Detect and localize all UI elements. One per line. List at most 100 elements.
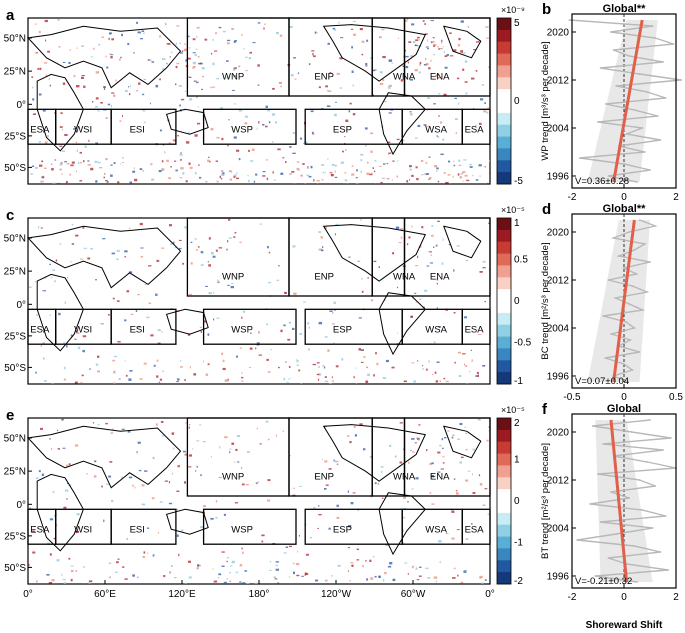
colorbar-tick-label: 0.5 [514,255,528,266]
region-label: ESA [30,325,50,336]
region-label: ESP [333,325,352,336]
series-point [614,297,617,299]
y-tick-label: 50°N [4,433,26,444]
series-point [636,581,638,583]
region-label: ESI [130,125,145,136]
series-point [667,569,670,571]
series-point [672,43,675,45]
series-point [602,443,605,445]
x-tick-label: 2 [673,192,679,203]
trend-annotation: V=0.36±0.28 [575,176,629,187]
y-axis-label: BC trend [m²/s³ per decade] [540,242,551,359]
y-tick-label: 50°N [4,233,26,244]
region-label: WSP [231,325,253,336]
region-label: ENP [314,71,334,82]
colorbar-swatch [497,112,511,126]
series-point [633,545,636,547]
confidence-band [587,20,658,182]
colorbar-swatch [497,229,511,243]
colorbar-swatch [497,277,511,290]
colorbar-swatch [497,65,511,78]
series-point [664,97,667,99]
region-label: ENP [314,471,334,482]
coastline [36,273,84,352]
line-panel-f: 2020 2012 2004 1996 -2 0 2 Global V=-0.21±0.32 f [542,401,679,603]
series-point [628,231,631,233]
series-point [641,127,644,129]
panel-letter: f [542,401,548,418]
x-tick-label: 0° [23,589,33,600]
series-point [625,133,628,135]
region-box [110,108,177,145]
region-box [110,508,177,545]
colorbar-swatch [497,560,511,573]
region-box [110,308,177,345]
colorbar-tick-label: 0 [514,296,520,307]
colorbar-swatch [497,418,511,431]
colorbar-swatch [497,101,511,114]
colorbar-swatch [497,489,511,502]
series-point [649,419,651,421]
series-point [643,243,646,245]
series-point [641,309,644,311]
colorbar-e: 2 1 0 -1 -2 ×10⁻⁵ BT trend [m²/s³ per decade] [496,405,551,587]
x-tick-label: 60°W [401,589,426,600]
series-point [654,225,657,227]
colorbar-swatch [497,148,511,161]
region-box [461,108,491,145]
chart-title: Global** [603,3,647,15]
y-axis-label: WP trend [m³/s³ per decade] [540,41,551,160]
colorbar-swatch [497,429,511,443]
y-tick-label: 2004 [547,124,570,135]
x-tick-label: 120°W [321,589,352,600]
colorbar-swatch [497,241,511,254]
coastline [165,108,209,135]
colorbar-swatch [497,41,511,54]
series-point [654,485,657,487]
map-frame [27,17,491,185]
region-label: ESI [130,525,145,536]
line-panel-b: 2020 2012 2004 1996 -2 0 2 Global** V=0.36±0.28 b [542,1,683,203]
series-point [602,315,605,317]
map-panel-c: WNP ENP WNA ENA ESA WSI ESI WSP ESP WSA ESA 50°N 25°… [4,207,491,385]
region-box [461,508,491,545]
series-point [576,539,579,541]
series-point [610,31,612,33]
series-point [630,431,633,433]
y-tick-label: 1996 [547,372,570,383]
series-point [659,139,662,141]
colorbar-swatch [497,53,511,66]
series-point [623,363,625,365]
coastline [26,25,182,89]
colorbar-a: 5 0 -5 ×10⁻⁹ WP trend [m³/s³ per decade] [496,5,551,187]
region-label: WSP [231,525,253,536]
trend-line [612,19,644,183]
x-tick-label: 0.5 [669,392,683,403]
coastline [322,24,427,82]
coastline [378,92,426,156]
region-label: ESA [465,125,485,136]
y-tick-label: 2020 [547,228,570,239]
x-tick-label: 0° [485,589,495,600]
series-point [627,381,630,383]
colorbar-swatch [497,89,511,102]
region-label: WSA [425,325,447,336]
series-point [643,151,646,153]
y-tick-label: 25°S [4,331,26,342]
x-axis-label: Shoreward Shift [586,620,663,631]
coastline [378,292,426,356]
colorbar-swatch [497,136,511,149]
map-frame [27,417,491,585]
series-point [646,91,649,93]
colorbar-tick-label: -1 [514,538,523,549]
region-label: WSA [425,125,447,136]
series-line [569,19,682,183]
coastline [378,492,426,556]
region-label: WSI [74,125,92,136]
colorbar-tick-label: 0 [514,496,520,507]
series-point [629,339,632,341]
colorbar-exponent: ×10⁻⁵ [501,205,525,215]
series-point [662,449,664,451]
x-tick-label: 0 [621,392,627,403]
colorbar-swatch [497,348,511,361]
